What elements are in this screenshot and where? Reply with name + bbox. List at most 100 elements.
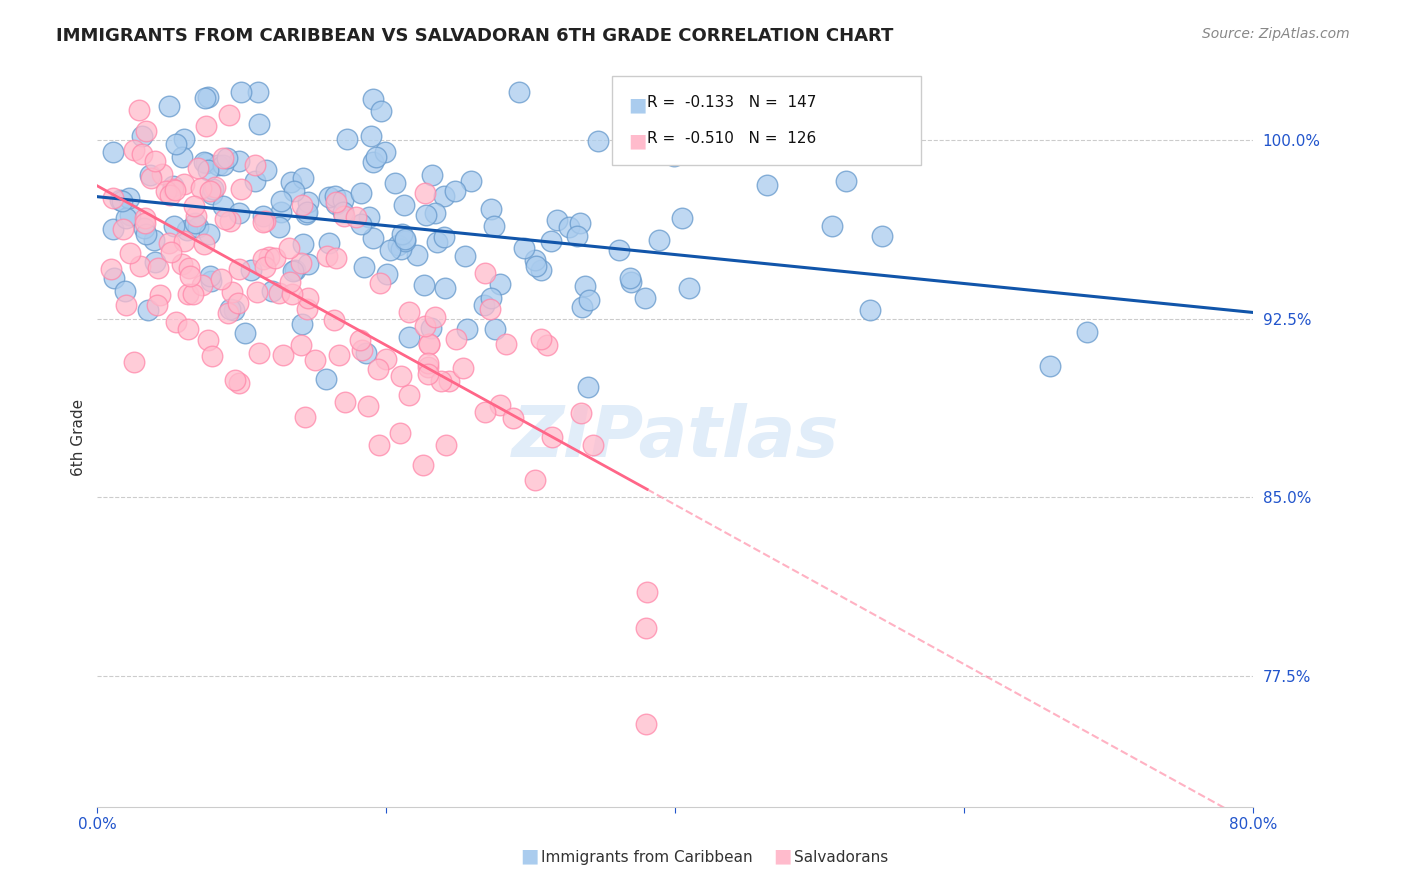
Point — [290, 198, 312, 212]
Point — [859, 303, 882, 318]
Point — [479, 291, 502, 305]
Text: ■: ■ — [773, 847, 792, 865]
Point — [297, 205, 319, 219]
Point — [356, 399, 378, 413]
Point — [228, 376, 250, 391]
Point — [353, 260, 375, 274]
Point — [350, 343, 373, 357]
Point — [195, 120, 218, 134]
Point — [218, 302, 240, 317]
Point — [368, 276, 391, 290]
Point — [756, 178, 779, 193]
Point — [370, 104, 392, 119]
Point — [160, 245, 183, 260]
Point — [297, 291, 319, 305]
Point — [149, 288, 172, 302]
Point — [297, 257, 319, 271]
Text: ZIPatlas: ZIPatlas — [512, 403, 839, 472]
Point — [163, 219, 186, 233]
Point — [139, 169, 162, 183]
Text: ■: ■ — [628, 131, 647, 150]
Point — [139, 171, 162, 186]
Point — [222, 303, 245, 318]
Point — [173, 131, 195, 145]
Point — [131, 129, 153, 144]
Point — [201, 186, 224, 201]
Point — [546, 213, 568, 227]
Point — [416, 359, 439, 374]
Point — [247, 86, 270, 100]
Point — [433, 188, 456, 202]
Point — [150, 167, 173, 181]
Point — [191, 277, 214, 292]
Point — [391, 227, 413, 241]
Point — [194, 91, 217, 105]
Point — [281, 263, 304, 277]
Point — [620, 275, 643, 289]
Point — [412, 278, 434, 293]
Text: Immigrants from Caribbean: Immigrants from Caribbean — [541, 850, 754, 865]
Point — [264, 251, 287, 265]
Point — [114, 285, 136, 299]
Point — [318, 236, 340, 251]
Point — [157, 235, 180, 250]
Point — [344, 210, 367, 224]
Point — [183, 216, 205, 230]
Point — [100, 262, 122, 277]
Point — [297, 301, 319, 316]
Point — [204, 180, 226, 194]
Point — [197, 227, 219, 241]
Point — [387, 238, 409, 252]
Point — [170, 150, 193, 164]
Point — [240, 263, 263, 277]
Point — [120, 246, 142, 260]
Point — [1076, 325, 1098, 339]
Text: Source: ZipAtlas.com: Source: ZipAtlas.com — [1202, 27, 1350, 41]
Point — [304, 353, 326, 368]
Point — [433, 281, 456, 295]
Point — [134, 216, 156, 230]
Text: IMMIGRANTS FROM CARIBBEAN VS SALVADORAN 6TH GRADE CORRELATION CHART: IMMIGRANTS FROM CARIBBEAN VS SALVADORAN … — [56, 27, 894, 45]
Point — [270, 194, 292, 209]
Point — [389, 426, 412, 441]
Point — [112, 222, 135, 236]
Point — [254, 260, 277, 274]
Point — [246, 285, 269, 300]
Point — [173, 235, 195, 249]
Point — [214, 211, 236, 226]
Point — [415, 208, 437, 222]
Point — [671, 211, 693, 225]
Point — [418, 337, 440, 351]
Point — [569, 406, 592, 420]
Point — [284, 262, 307, 277]
Point — [122, 143, 145, 157]
Point — [179, 269, 201, 284]
Point — [574, 278, 596, 293]
Point — [350, 186, 373, 200]
Point — [394, 232, 416, 246]
Point — [233, 326, 256, 340]
Point — [446, 332, 468, 346]
Point — [582, 438, 605, 452]
Point — [212, 158, 235, 172]
Point — [359, 210, 381, 224]
Point — [249, 117, 271, 131]
Point — [146, 298, 169, 312]
Point — [484, 322, 506, 336]
Y-axis label: 6th Grade: 6th Grade — [72, 400, 86, 476]
Point — [103, 270, 125, 285]
Point — [277, 241, 299, 255]
Point — [636, 584, 658, 599]
Point — [648, 233, 671, 247]
Point — [103, 222, 125, 236]
Point — [162, 178, 184, 193]
Point — [394, 234, 416, 248]
Point — [1039, 359, 1062, 373]
Point — [118, 208, 141, 222]
Point — [252, 252, 274, 266]
Point — [101, 145, 124, 159]
Point — [416, 356, 439, 370]
Point — [318, 189, 340, 203]
Point — [398, 305, 420, 319]
Point — [557, 220, 579, 235]
